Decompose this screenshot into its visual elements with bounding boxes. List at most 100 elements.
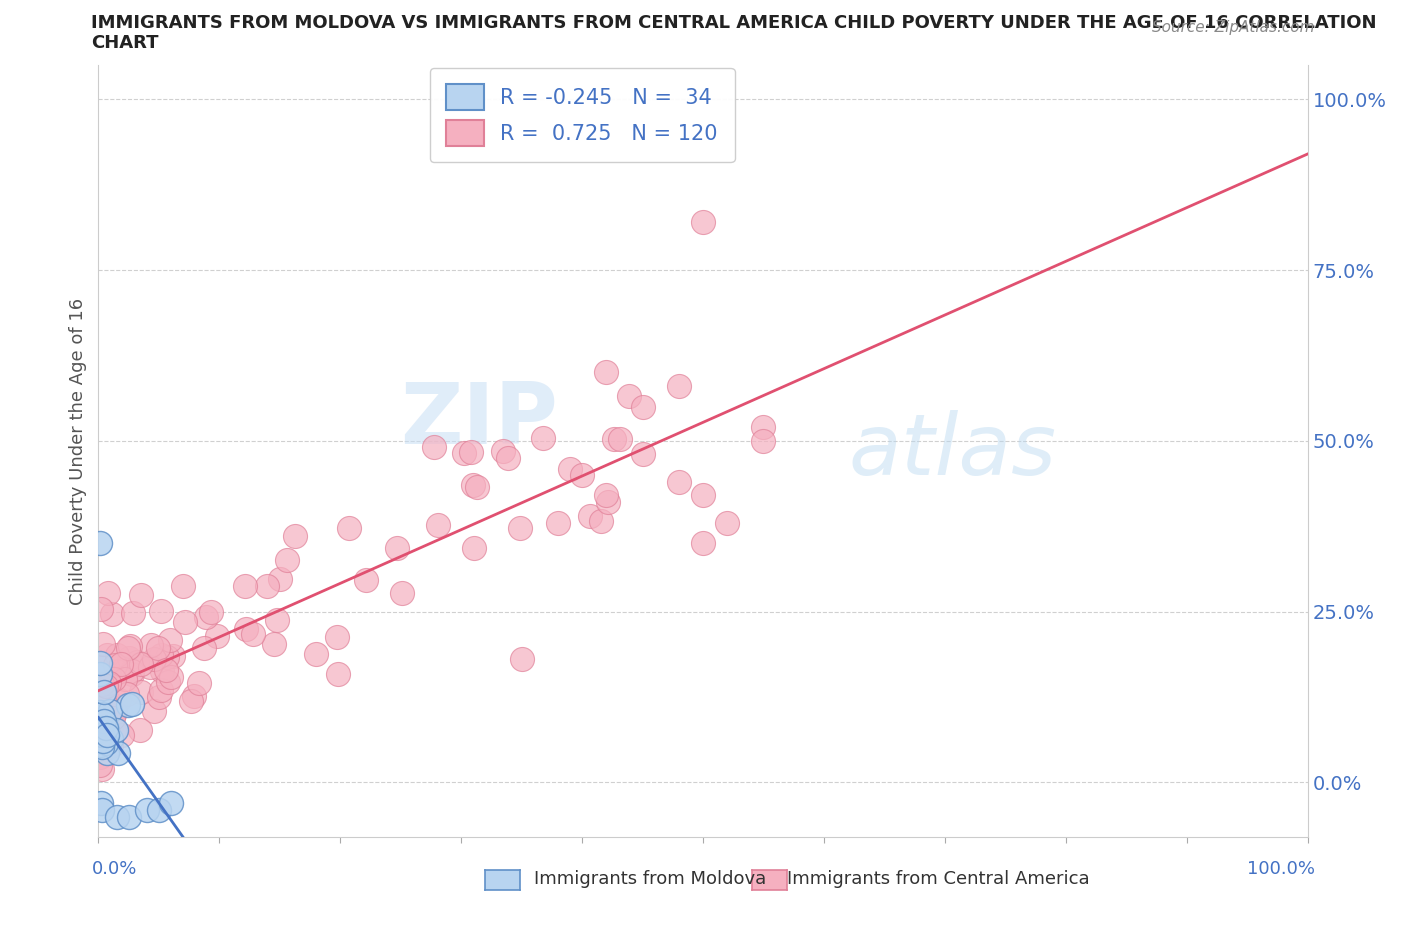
Point: [97, 586, 120, 601]
Point: [692, 215, 714, 230]
Point: [128, 723, 150, 737]
Point: [93, 713, 115, 728]
Point: [104, 705, 127, 720]
Point: [752, 433, 775, 448]
Text: 0.0%: 0.0%: [91, 860, 136, 878]
Point: [89, 536, 111, 551]
Point: [115, 686, 138, 701]
Point: [93, 726, 115, 741]
Point: [103, 671, 125, 686]
Point: [110, 657, 132, 671]
Point: [91, 734, 114, 749]
Point: [118, 651, 141, 666]
Point: [122, 605, 145, 620]
Point: [93, 733, 115, 748]
Point: [94, 736, 117, 751]
Point: [121, 663, 143, 678]
Point: [100, 738, 122, 753]
Point: [337, 521, 360, 536]
Point: [174, 615, 197, 630]
Point: [89, 738, 111, 753]
Point: [276, 552, 298, 567]
Point: [200, 604, 222, 619]
Point: [141, 638, 163, 653]
Point: [105, 648, 128, 663]
Point: [235, 621, 257, 636]
Point: [269, 571, 291, 586]
Point: [558, 462, 581, 477]
Point: [108, 693, 131, 708]
Point: [89, 683, 111, 698]
Point: [385, 540, 408, 555]
Text: 100.0%: 100.0%: [1247, 860, 1315, 878]
Text: Immigrants from Central America: Immigrants from Central America: [787, 870, 1090, 888]
Point: [90, 762, 112, 777]
Point: [90, 714, 112, 729]
Point: [180, 694, 202, 709]
Point: [284, 528, 307, 543]
Point: [142, 703, 165, 718]
Point: [461, 477, 484, 492]
Point: [94, 678, 117, 693]
Point: [111, 727, 134, 742]
Point: [463, 540, 485, 555]
Point: [571, 468, 593, 483]
Point: [90, 795, 112, 810]
Point: [118, 809, 141, 824]
Point: [325, 630, 347, 644]
Y-axis label: Child Poverty Under the Age of 16: Child Poverty Under the Age of 16: [69, 298, 87, 604]
Point: [89, 656, 111, 671]
Point: [595, 365, 617, 380]
Point: [150, 648, 173, 663]
Point: [149, 604, 172, 618]
Point: [89, 712, 111, 727]
Point: [256, 578, 278, 593]
Legend: R = -0.245   N =  34, R =  0.725   N = 120: R = -0.245 N = 34, R = 0.725 N = 120: [430, 68, 734, 163]
Point: [90, 740, 112, 755]
Point: [129, 588, 152, 603]
Point: [149, 683, 172, 698]
Point: [90, 707, 112, 722]
Point: [591, 514, 613, 529]
Point: [531, 431, 554, 445]
Point: [716, 515, 738, 530]
Point: [160, 795, 183, 810]
Point: [155, 663, 177, 678]
Point: [96, 727, 118, 742]
Text: IMMIGRANTS FROM MOLDOVA VS IMMIGRANTS FROM CENTRAL AMERICA CHILD POVERTY UNDER T: IMMIGRANTS FROM MOLDOVA VS IMMIGRANTS FR…: [91, 14, 1376, 32]
Text: Source: ZipAtlas.com: Source: ZipAtlas.com: [1152, 20, 1315, 35]
Point: [103, 704, 125, 719]
Point: [195, 609, 218, 624]
Point: [89, 723, 111, 737]
Point: [135, 803, 157, 817]
Point: [498, 450, 520, 465]
Point: [98, 704, 121, 719]
Point: [94, 720, 117, 735]
Point: [631, 399, 654, 414]
Point: [579, 509, 602, 524]
Point: [465, 480, 488, 495]
Point: [692, 536, 714, 551]
Point: [91, 636, 114, 651]
Point: [118, 638, 141, 653]
Point: [105, 809, 128, 824]
Point: [117, 698, 139, 713]
Point: [266, 613, 288, 628]
Text: CHART: CHART: [91, 34, 159, 52]
Point: [150, 664, 173, 679]
Point: [453, 445, 475, 460]
Point: [193, 640, 215, 655]
Point: [96, 745, 118, 760]
Point: [131, 684, 153, 699]
Text: atlas: atlas: [848, 409, 1056, 493]
Point: [233, 578, 256, 593]
Point: [159, 632, 181, 647]
Text: ZIP: ZIP: [401, 379, 558, 461]
Point: [96, 647, 118, 662]
Point: [139, 659, 162, 674]
Point: [97, 697, 120, 711]
Point: [94, 678, 117, 693]
Point: [121, 666, 143, 681]
Point: [603, 432, 626, 446]
Point: [157, 675, 180, 690]
